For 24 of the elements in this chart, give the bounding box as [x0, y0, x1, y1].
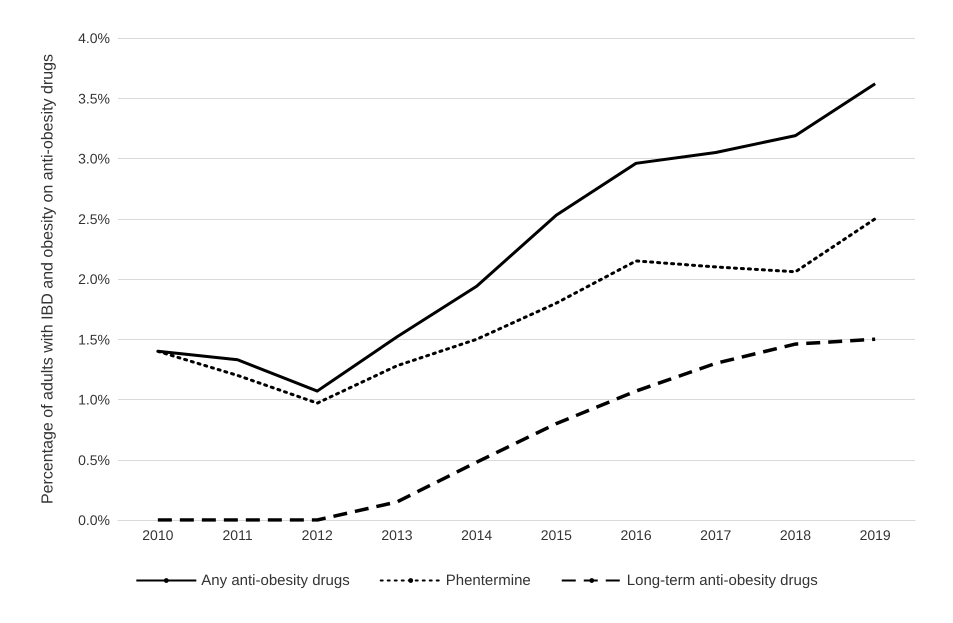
- y-tick-label: 2.0%: [78, 271, 110, 287]
- x-tick-label: 2012: [302, 527, 334, 543]
- y-tick-label: 0.0%: [78, 512, 110, 528]
- x-tick-label: 2010: [142, 527, 174, 543]
- x-tick-label: 2018: [780, 527, 812, 543]
- y-tick-label: 3.0%: [78, 150, 110, 166]
- x-tick-label: 2014: [461, 527, 492, 543]
- x-tick-label: 2013: [381, 527, 413, 543]
- x-tick-label: 2016: [620, 527, 652, 543]
- y-tick-label: 4.0%: [78, 30, 110, 46]
- legend-label: Phentermine: [446, 572, 531, 589]
- x-tick-label: 2011: [222, 527, 253, 543]
- x-tick-label: 2017: [700, 527, 732, 543]
- y-tick-label: 2.5%: [78, 210, 110, 227]
- y-tick-label: 0.5%: [78, 452, 110, 468]
- y-tick-label: 1.5%: [78, 331, 110, 348]
- y-axis-title: Percentage of adults with IBD and obesity on anti-obesity drugs: [40, 54, 56, 504]
- legend-label: Long-term anti-obesity drugs: [626, 572, 818, 589]
- x-tick-label: 2015: [540, 527, 572, 543]
- y-tick-label: 3.5%: [78, 90, 110, 106]
- line-series: [156, 338, 877, 522]
- legend-label: Any anti-obesity drugs: [201, 572, 350, 589]
- y-tick-label: 1.0%: [78, 392, 110, 408]
- x-tick-label: 2019: [860, 527, 891, 543]
